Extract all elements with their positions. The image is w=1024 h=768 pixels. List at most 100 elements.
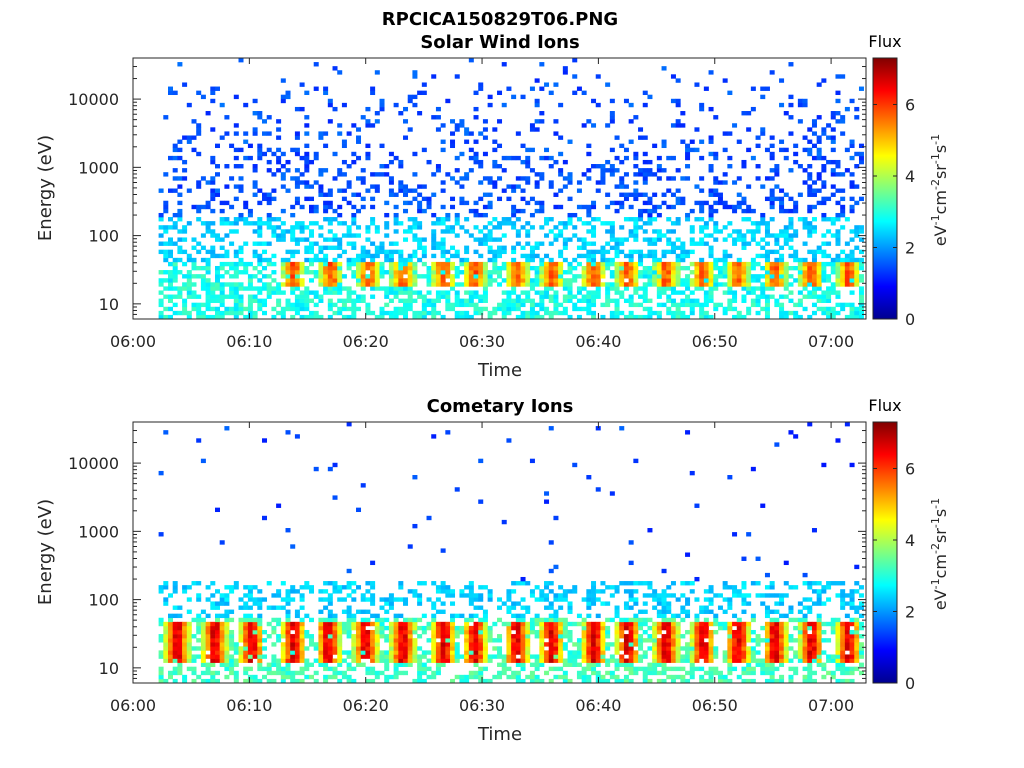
heatmap-cell xyxy=(586,642,591,646)
heatmap-cell xyxy=(709,671,714,675)
heatmap-cell xyxy=(323,581,328,585)
heatmap-cell xyxy=(850,180,855,184)
heatmap-cell xyxy=(220,622,225,626)
heatmap-cell xyxy=(751,229,756,233)
heatmap-cell xyxy=(694,638,699,642)
heatmap-cell xyxy=(619,642,624,646)
heatmap-cell xyxy=(459,262,464,266)
heatmap-cell xyxy=(549,630,554,634)
heatmap-cell xyxy=(685,430,690,434)
heatmap-cell xyxy=(727,205,732,209)
heatmap-cell xyxy=(248,156,253,160)
heatmap-cell xyxy=(281,650,286,654)
heatmap-cell xyxy=(295,589,300,593)
heatmap-cell xyxy=(502,262,507,266)
heatmap-cell xyxy=(727,233,732,237)
heatmap-cell xyxy=(398,290,403,294)
heatmap-cell xyxy=(525,626,530,630)
heatmap-cell xyxy=(690,303,695,307)
heatmap-cell xyxy=(610,119,615,123)
heatmap-cell xyxy=(408,663,413,667)
heatmap-cell xyxy=(201,659,206,663)
heatmap-cell xyxy=(760,266,765,270)
heatmap-cell xyxy=(380,107,385,111)
heatmap-cell xyxy=(704,597,709,601)
heatmap-cell xyxy=(347,610,352,614)
heatmap-cell xyxy=(662,270,667,274)
heatmap-cell xyxy=(563,225,568,229)
heatmap-cell xyxy=(464,290,469,294)
heatmap-cell xyxy=(314,659,319,663)
heatmap-cell xyxy=(591,250,596,254)
heatmap-cell xyxy=(295,180,300,184)
heatmap-cell xyxy=(380,597,385,601)
heatmap-cell xyxy=(741,282,746,286)
heatmap-cell xyxy=(243,131,248,135)
heatmap-cell xyxy=(309,250,314,254)
heatmap-cell xyxy=(586,282,591,286)
heatmap-cell xyxy=(483,610,488,614)
heatmap-cell xyxy=(713,618,718,622)
heatmap-cell xyxy=(727,262,732,266)
heatmap-cell xyxy=(333,274,338,278)
heatmap-cell xyxy=(657,213,662,217)
heatmap-cell xyxy=(704,634,709,638)
heatmap-cell xyxy=(304,168,309,172)
heatmap-cell xyxy=(629,638,634,642)
heatmap-cell xyxy=(210,156,215,160)
y-tick-label: 1000 xyxy=(78,158,119,177)
heatmap-cell xyxy=(718,180,723,184)
heatmap-cell xyxy=(295,299,300,303)
heatmap-cell xyxy=(347,675,352,679)
heatmap-cell xyxy=(539,646,544,650)
heatmap-cell xyxy=(323,237,328,241)
heatmap-cell xyxy=(704,642,709,646)
heatmap-cell xyxy=(727,626,732,630)
heatmap-cell xyxy=(351,217,356,221)
heatmap-cell xyxy=(643,638,648,642)
heatmap-cell xyxy=(821,266,826,270)
heatmap-cell xyxy=(718,193,723,197)
heatmap-cell xyxy=(582,618,587,622)
heatmap-cell xyxy=(224,184,229,188)
heatmap-cell xyxy=(549,659,554,663)
heatmap-cell xyxy=(173,168,178,172)
heatmap-cell xyxy=(248,274,253,278)
heatmap-cell xyxy=(539,270,544,274)
heatmap-cell xyxy=(596,663,601,667)
heatmap-cell xyxy=(746,278,751,282)
heatmap-cell xyxy=(666,242,671,246)
heatmap-cell xyxy=(525,278,530,282)
heatmap-cell xyxy=(417,675,422,679)
heatmap-cell xyxy=(281,78,286,82)
heatmap-cell xyxy=(464,634,469,638)
heatmap-cell xyxy=(511,581,516,585)
heatmap-cell xyxy=(582,123,587,127)
heatmap-cell xyxy=(318,634,323,638)
heatmap-cell xyxy=(803,282,808,286)
heatmap-cell xyxy=(770,274,775,278)
heatmap-cell xyxy=(408,270,413,274)
heatmap-cell xyxy=(201,642,206,646)
heatmap-cell xyxy=(483,650,488,654)
heatmap-cell xyxy=(629,295,634,299)
heatmap-cell xyxy=(441,589,446,593)
heatmap-cell xyxy=(403,262,408,266)
heatmap-cell xyxy=(600,638,605,642)
heatmap-cell xyxy=(253,168,258,172)
heatmap-cell xyxy=(774,274,779,278)
heatmap-cell xyxy=(408,225,413,229)
heatmap-cell xyxy=(159,225,164,229)
heatmap-cell xyxy=(445,303,450,307)
heatmap-cell xyxy=(412,638,417,642)
heatmap-cell xyxy=(215,618,220,622)
heatmap-cell xyxy=(591,233,596,237)
heatmap-cell xyxy=(774,266,779,270)
heatmap-cell xyxy=(441,581,446,585)
heatmap-cell xyxy=(835,311,840,315)
heatmap-cell xyxy=(173,176,178,180)
heatmap-cell xyxy=(455,74,460,78)
heatmap-cell xyxy=(624,262,629,266)
heatmap-cell xyxy=(525,581,530,585)
heatmap-cell xyxy=(417,618,422,622)
